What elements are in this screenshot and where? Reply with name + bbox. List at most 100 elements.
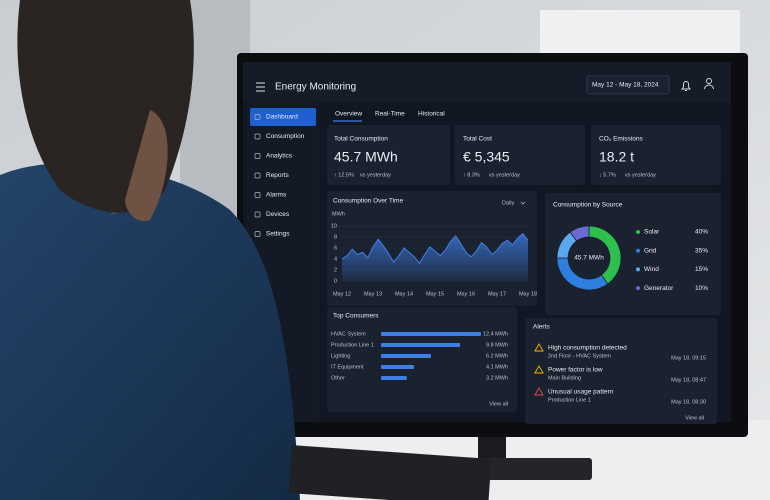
period-select[interactable]: Daily: [502, 200, 514, 206]
nav-item[interactable]: Alarms: [266, 192, 287, 199]
nav-icon: [254, 211, 261, 218]
x-tick-label: May 13: [364, 291, 382, 297]
consumer-value: 4.1 MWh: [486, 364, 508, 370]
donut-center: 45.7 MWh: [574, 255, 604, 262]
x-tick-label: May 17: [488, 291, 506, 297]
legend-label: Grid: [644, 247, 657, 254]
nav-item[interactable]: Devices: [266, 211, 290, 218]
legend-label: Solar: [644, 229, 660, 236]
legend-value: 35%: [695, 247, 708, 254]
consumer-bar: [381, 332, 481, 336]
kpi-note: vs yesterday: [489, 172, 520, 178]
tab[interactable]: Overview: [335, 111, 362, 118]
kpi-label: Total Consumption: [334, 136, 388, 143]
bell-icon[interactable]: [681, 81, 691, 91]
panel-title: Consumption by Source: [553, 202, 623, 209]
legend-label: Wind: [644, 266, 659, 273]
alert-time: May 18, 09:15: [671, 355, 706, 361]
keyboard: [288, 445, 492, 500]
alert-icon: [534, 387, 544, 396]
legend-value: 40%: [695, 229, 708, 236]
alert-icon: [534, 365, 544, 374]
menu-icon[interactable]: [256, 82, 265, 92]
alert-title: Unusual usage pattern: [548, 389, 614, 396]
date-range: May 12 - May 18, 2024: [592, 82, 659, 89]
y-tick-label: 6: [334, 245, 337, 251]
person-shoulder: [0, 162, 300, 500]
legend-label: Generator: [644, 285, 674, 292]
alert-title: Power factor is low: [548, 367, 603, 374]
alert-detail: 2nd Floor - HVAC System: [548, 353, 611, 359]
legend-dot: [636, 248, 640, 253]
legend-value: 15%: [695, 266, 708, 273]
view-all-link[interactable]: View all: [685, 415, 704, 421]
nav-item[interactable]: Consumption: [266, 133, 305, 140]
panel-title: Top Consumers: [333, 313, 379, 320]
user-icon[interactable]: [704, 78, 714, 90]
consumer-value: 3.2 MWh: [486, 375, 508, 381]
alert-detail: Main Building: [548, 375, 581, 381]
consumer-bar: [381, 376, 407, 380]
kpi-card: [591, 125, 721, 185]
kpi-change: ↑ 12.5%: [334, 172, 354, 178]
kpi-note: vs yesterday: [360, 172, 391, 178]
nav-item[interactable]: Dashboard: [266, 114, 298, 121]
consumer-bar: [381, 365, 415, 369]
nav-icon: [254, 231, 261, 237]
consumer-bar: [381, 343, 461, 347]
consumer-value: 12.4 MWh: [483, 331, 508, 337]
kpi-value: 18.2 t: [599, 149, 634, 165]
legend-dot: [636, 230, 640, 234]
nav-icon: [254, 153, 261, 159]
donut-slice: [569, 225, 590, 242]
alert-title: High consumption detected: [548, 345, 627, 352]
kpi-label: CO₂ Emissions: [599, 136, 643, 143]
y-tick-label: 10: [331, 223, 337, 229]
legend-value: 10%: [695, 285, 708, 292]
consumer-name: HVAC System: [331, 331, 366, 337]
x-tick-label: May 15: [426, 291, 444, 297]
dropdown-caret: [520, 201, 526, 205]
consumer-value: 6.2 MWh: [486, 353, 508, 359]
kpi-card: [455, 125, 585, 185]
nav-item[interactable]: Analytics: [266, 153, 293, 160]
y-tick-label: 2: [334, 267, 337, 273]
x-tick-label: May 18: [519, 291, 537, 297]
consumer-name: Production Line 1: [331, 342, 374, 348]
kpi-card: [327, 125, 450, 185]
alert-detail: Production Line 1: [548, 397, 591, 403]
kpi-value: € 5,345: [463, 149, 510, 165]
tab[interactable]: Real-Time: [375, 111, 405, 118]
person-face: [125, 110, 168, 221]
consumer-bar: [381, 354, 431, 358]
date-picker[interactable]: [586, 75, 670, 95]
kpi-change: ↑ 8.3%: [463, 172, 480, 178]
consumer-name: Other: [331, 375, 345, 381]
alerts-panel: [525, 318, 717, 424]
kpi-change: ↓ 5.7%: [599, 172, 616, 178]
nav-item[interactable]: Settings: [266, 231, 290, 238]
alert-time: May 18, 08:30: [671, 399, 706, 405]
x-tick-label: May 14: [395, 291, 413, 297]
consumer-name: Lighting: [331, 353, 350, 359]
panel-title: Consumption Over Time: [333, 198, 403, 205]
nav-icon: [254, 192, 261, 198]
nav-icon: [254, 114, 261, 120]
area-fill: [342, 233, 528, 281]
nav-item[interactable]: Reports: [266, 172, 290, 179]
y-axis-label: MWh: [332, 211, 345, 217]
legend-dot: [636, 267, 640, 272]
app-title: Energy Monitoring: [275, 82, 356, 93]
x-tick-label: May 12: [333, 291, 351, 297]
panel-title: Alerts: [533, 324, 550, 331]
nav-icon: [254, 133, 261, 140]
legend-dot: [636, 286, 640, 291]
area-line: [341, 232, 529, 265]
tab[interactable]: Historical: [418, 111, 445, 118]
alert-time: May 18, 08:47: [671, 377, 706, 383]
kpi-note: vs yesterday: [625, 172, 656, 178]
nav-icon: [254, 172, 261, 179]
nav-active: [250, 108, 316, 126]
view-all-link[interactable]: View all: [489, 401, 508, 407]
